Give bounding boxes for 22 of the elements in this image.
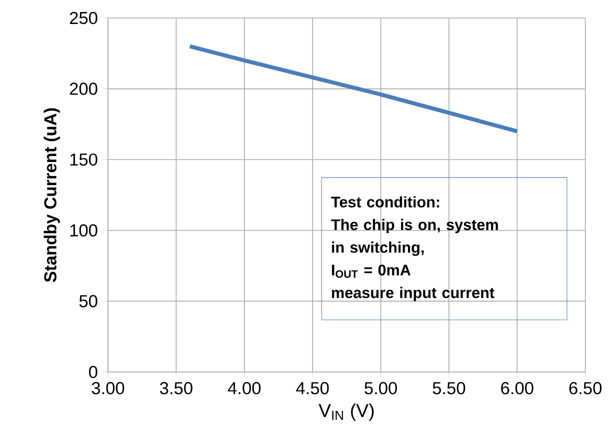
x-tick-label: 4.00 [228, 382, 261, 394]
x-tick-label: 4.50 [296, 382, 329, 394]
x-tick-label: 5.00 [364, 382, 397, 394]
annotation: The chip is on, system [331, 218, 498, 234]
x-tick-label: 6.00 [501, 382, 534, 394]
y-tick-label: 50 [79, 295, 98, 308]
y-tick-label: 0 [88, 366, 98, 378]
y-tick-label: 150 [70, 153, 98, 166]
x-tick-label: 3.50 [160, 382, 192, 394]
y-tick-label: 100 [70, 224, 98, 237]
line-series [188, 44, 520, 134]
y-axis-title: Standby Current (uA) [44, 108, 60, 282]
annotation: I$_{OUT}$ = 0mA [332, 264, 411, 278]
y-tick-label: 200 [70, 82, 98, 95]
x-tick-label: 5.50 [432, 382, 466, 394]
x-axis-title: V$_{IN}$ (V) [318, 403, 374, 421]
annotation: Test condition: [331, 196, 440, 208]
x-tick-label: 6.50 [569, 382, 602, 394]
annotation: in switching, [332, 242, 424, 256]
annotation: measure input current [332, 286, 494, 302]
x-tick-label: 3.00 [92, 382, 124, 394]
y-tick-label: 250 [70, 12, 98, 24]
